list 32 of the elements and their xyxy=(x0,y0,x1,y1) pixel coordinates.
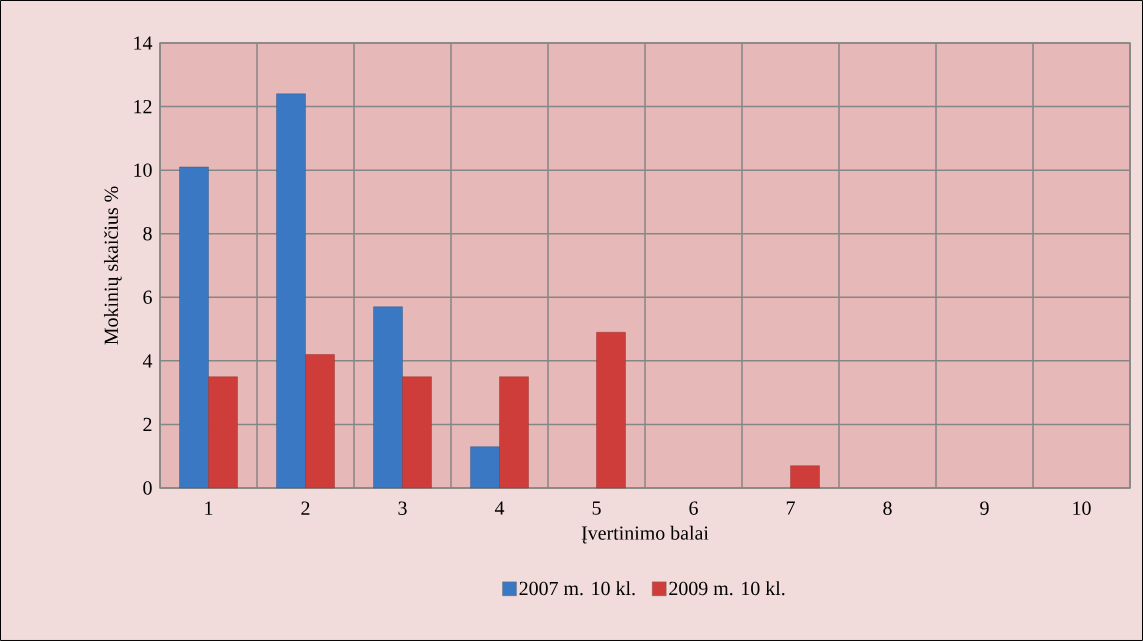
x-tick-label: 6 xyxy=(689,501,698,515)
x-tick-label: 8 xyxy=(883,501,892,515)
legend-label: 2009 m. 10 kl. xyxy=(669,581,785,596)
bar xyxy=(305,354,335,489)
y-tick-label: 0 xyxy=(143,481,152,495)
y-axis-title: Mokinių skaičius % xyxy=(103,186,122,345)
y-tick-label: 4 xyxy=(142,354,153,368)
y-tick-label: 12 xyxy=(134,99,152,114)
bar xyxy=(179,166,209,489)
x-tick-label: 10 xyxy=(1073,501,1091,515)
x-tick-label: 3 xyxy=(398,501,407,515)
y-tick-label: 2 xyxy=(143,417,152,432)
x-tick-label: 2 xyxy=(301,501,310,515)
x-tick-label: 5 xyxy=(592,501,601,515)
bar xyxy=(402,376,432,489)
bar xyxy=(596,332,626,489)
x-tick-label: 1 xyxy=(205,501,213,515)
x-axis-title: Įvertinimo balai xyxy=(581,525,709,544)
x-tick-label: 4 xyxy=(494,501,505,515)
y-tick-label: 6 xyxy=(143,290,152,304)
y-tick-label: 10 xyxy=(134,163,152,177)
y-tick-label: 14 xyxy=(134,36,153,50)
bar xyxy=(276,93,306,489)
bar xyxy=(470,446,500,489)
bar xyxy=(208,376,238,489)
bar xyxy=(790,465,820,489)
x-tick-label: 7 xyxy=(786,501,795,515)
x-tick-label: 9 xyxy=(980,501,989,515)
legend-label: 2007 m. 10 kl. xyxy=(519,581,635,596)
y-tick-label: 8 xyxy=(143,226,152,241)
bar xyxy=(499,376,529,489)
bar xyxy=(373,306,403,489)
